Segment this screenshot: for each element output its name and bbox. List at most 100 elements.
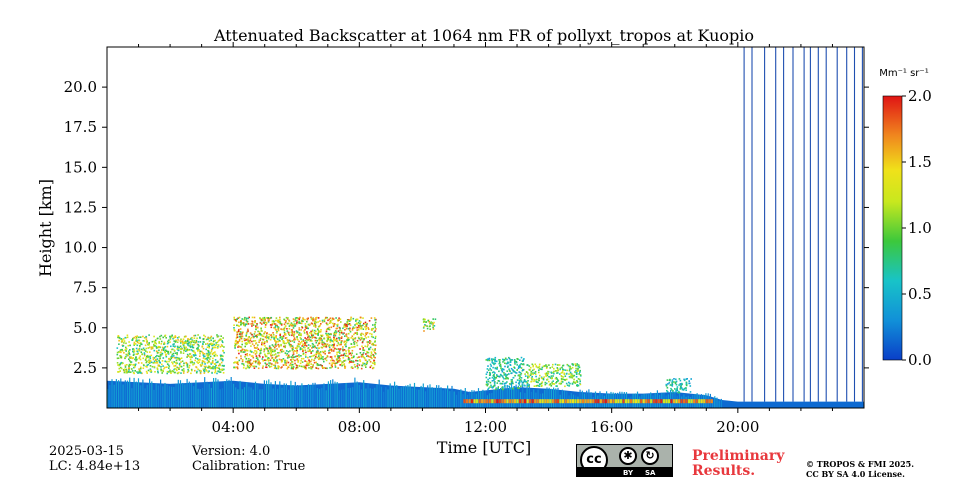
aerosol-pixel (223, 346, 225, 348)
aerosol-pixel (220, 358, 223, 360)
aerosol-pixel (133, 366, 135, 369)
aerosol-pixel (163, 347, 166, 349)
aerosol-pixel (209, 358, 211, 360)
aerosol-pixel (134, 363, 137, 366)
aerosol-pixel (211, 347, 214, 350)
aerosol-pixel (290, 331, 293, 334)
aerosol-pixel (221, 340, 223, 342)
aerosol-pixel (350, 337, 352, 339)
aerosol-pixel (159, 355, 161, 358)
aerosol-pixel (560, 372, 563, 374)
boundary-layer-profile (720, 398, 722, 408)
aerosol-pixel (246, 320, 249, 323)
aerosol-pixel (244, 353, 247, 356)
aerosol-pixel (255, 360, 258, 362)
aerosol-pixel (279, 333, 282, 335)
boundary-layer-profile (449, 391, 451, 408)
aerosol-pixel (343, 353, 345, 356)
aerosol-pixel (677, 391, 679, 394)
aerosol-pixel (150, 354, 153, 357)
aerosol-pixel (186, 348, 189, 351)
aerosol-pixel (348, 347, 351, 349)
aerosol-pixel (560, 375, 563, 377)
aerosol-pixel (143, 364, 145, 367)
aerosol-pixel (522, 359, 525, 361)
aerosol-pixel (328, 344, 331, 346)
aerosol-pixel (336, 353, 338, 356)
aerosol-pixel (241, 333, 243, 335)
boundary-layer-profile (206, 381, 208, 408)
aerosol-pixel (307, 362, 309, 365)
aerosol-pixel (165, 355, 168, 358)
aerosol-pixel (304, 328, 306, 331)
aerosol-pixel (188, 366, 190, 369)
aerosol-pixel (252, 336, 255, 339)
aerosol-pixel (190, 355, 193, 357)
aerosol-pixel (264, 326, 267, 328)
aerosol-pixel (544, 372, 547, 375)
aerosol-pixel (248, 316, 250, 319)
aerosol-pixel (313, 324, 316, 326)
aerosol-pixel (301, 326, 304, 329)
aerosol-pixel (179, 345, 182, 348)
boundary-layer-profile (433, 388, 435, 408)
aerosol-pixel (335, 331, 338, 333)
aerosol-pixel (325, 359, 328, 362)
aerosol-pixel (566, 384, 569, 387)
aerosol-pixel (297, 345, 300, 348)
aerosol-pixel (149, 356, 151, 358)
aerosol-pixel (498, 359, 500, 361)
aerosol-pixel (277, 320, 279, 323)
aerosol-pixel (520, 363, 522, 365)
aerosol-pixel (294, 317, 297, 319)
aerosol-pixel (131, 339, 133, 341)
aerosol-pixel (579, 371, 581, 373)
aerosol-pixel (502, 358, 504, 361)
aerosol-pixel (293, 331, 296, 333)
aerosol-pixel (359, 323, 361, 325)
boundary-layer-profile (246, 382, 248, 408)
aerosol-pixel (280, 349, 282, 351)
aerosol-pixel (171, 353, 174, 356)
aerosol-pixel (340, 343, 342, 346)
boundary-layer-profile (301, 383, 303, 408)
aerosol-pixel (314, 346, 316, 349)
aerosol-pixel (303, 330, 305, 332)
aerosol-pixel (529, 374, 532, 376)
aerosol-pixel (206, 359, 209, 361)
aerosol-pixel (268, 362, 270, 364)
boundary-layer-profile (365, 388, 367, 408)
aerosol-pixel (685, 382, 688, 384)
aerosol-pixel (220, 361, 223, 364)
aerosol-pixel (212, 367, 214, 370)
aerosol-pixel (175, 359, 178, 362)
aerosol-pixel (273, 337, 275, 339)
boundary-layer-profile (197, 388, 199, 408)
aerosol-pixel (296, 345, 299, 347)
aerosol-pixel (315, 321, 318, 324)
aerosol-pixel (270, 335, 273, 338)
aerosol-pixel (180, 352, 182, 354)
boundary-layer-profile (285, 383, 287, 408)
aerosol-pixel (171, 356, 174, 359)
aerosol-pixel (344, 329, 346, 331)
aerosol-pixel (367, 336, 370, 338)
aerosol-pixel (309, 350, 311, 352)
aerosol-pixel (683, 388, 686, 390)
aerosol-pixel (333, 323, 336, 325)
aerosol-pixel (485, 376, 488, 379)
aerosol-pixel (266, 358, 269, 361)
aerosol-pixel (306, 318, 309, 321)
aerosol-pixel (327, 319, 329, 322)
aerosol-pixel (350, 316, 352, 319)
aerosol-pixel (505, 374, 507, 377)
aerosol-pixel (133, 341, 136, 344)
aerosol-pixel (366, 360, 369, 363)
surface-layer-cell (683, 399, 686, 404)
aerosol-pixel (155, 362, 157, 364)
aerosol-pixel (527, 377, 529, 379)
aerosol-pixel (247, 317, 249, 320)
aerosol-pixel (207, 366, 209, 369)
aerosol-pixel (532, 372, 534, 374)
aerosol-pixel (221, 369, 224, 371)
